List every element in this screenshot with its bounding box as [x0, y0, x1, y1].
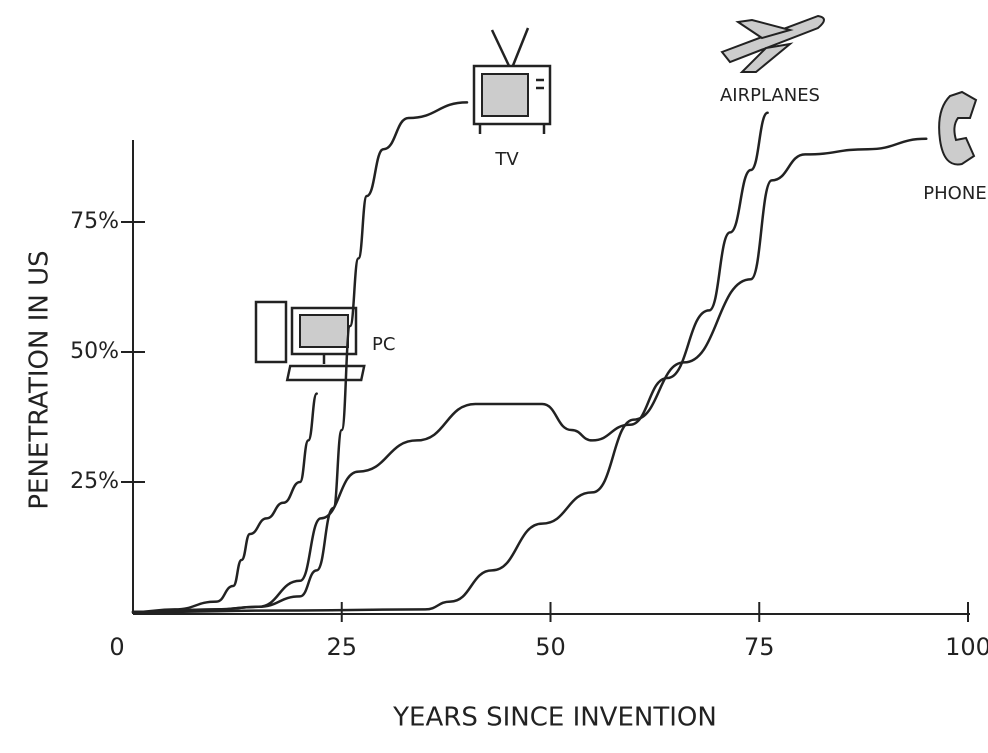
y-tick-label: 75% [70, 209, 119, 234]
x-tick-label: 0 [109, 633, 124, 661]
x-axis-title: YEARS SINCE INVENTION [392, 703, 717, 733]
series-line [131, 111, 769, 614]
series-line [131, 392, 318, 614]
y-tick-label: 50% [70, 339, 119, 364]
series-line [131, 101, 469, 614]
series-label: PC [372, 334, 395, 355]
series-label: TV [494, 149, 519, 170]
x-tick-label: 100 [945, 633, 988, 661]
y-axis-title: PENETRATION IN US [25, 250, 55, 509]
series-line [131, 137, 928, 614]
y-tick-label: 25% [70, 469, 119, 494]
series-label: PHONE [923, 183, 986, 204]
x-tick-label: 75 [744, 633, 775, 661]
tv-icon [472, 27, 552, 134]
series-label: AIRPLANES [720, 85, 820, 106]
x-tick-label: 50 [535, 633, 566, 661]
airplane-icon [720, 14, 825, 73]
pc-icon [254, 300, 366, 382]
x-tick-label: 25 [326, 633, 357, 661]
phone-icon [938, 90, 978, 166]
